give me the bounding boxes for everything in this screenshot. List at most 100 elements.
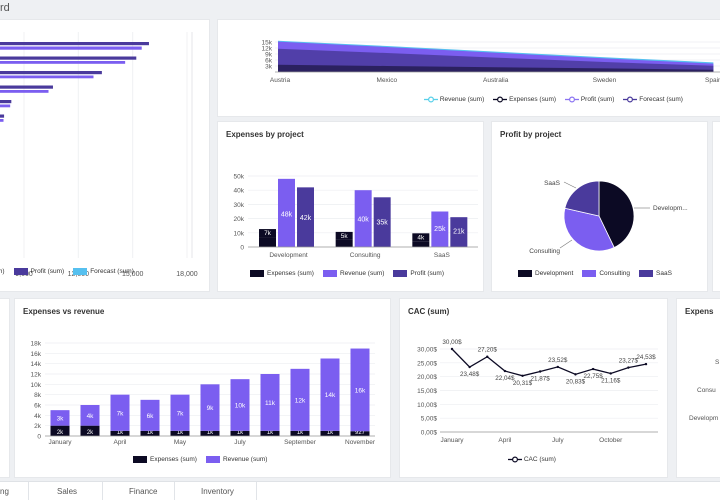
cac-line bbox=[451, 348, 647, 377]
legend-swatch-forecast bbox=[73, 268, 88, 275]
area-expenses bbox=[278, 64, 714, 72]
legend-line-cac bbox=[508, 456, 522, 463]
x-tick-label: January bbox=[48, 439, 72, 446]
y-tick-label: 9k bbox=[265, 52, 273, 59]
y-tick-label: 18k bbox=[31, 341, 42, 348]
data-label: 2k bbox=[87, 430, 94, 436]
bar-expenses bbox=[350, 431, 370, 436]
x-tick-label: Australia bbox=[483, 77, 509, 84]
x-tick-label: July bbox=[552, 437, 564, 444]
card-expenses-vs-revenue: Expenses vs revenue 18k 16k 14k 12k 10k 8k 6k 4… bbox=[14, 298, 391, 478]
data-label: 23,27$ bbox=[619, 358, 639, 365]
legend-item-profit[interactable]: Profit (sum) bbox=[13, 268, 64, 275]
tab-finance[interactable]: Finance bbox=[129, 487, 158, 496]
bar-consulting-1 bbox=[354, 190, 372, 247]
data-label: 22,75$ bbox=[583, 373, 603, 380]
project-bar-chart: 50k 40k 30k 20k 10k 0 7k 48k 42k Development 5k 40k… bbox=[234, 174, 478, 259]
legend-item-expenses[interactable]: Expenses (sum) bbox=[250, 270, 314, 277]
legend-swatch-saas bbox=[639, 270, 654, 277]
bar-secondary bbox=[0, 119, 4, 122]
y-tick-label: 12k bbox=[31, 372, 42, 379]
x-tick-label: October bbox=[599, 437, 623, 444]
data-label: 6k bbox=[147, 413, 155, 420]
bar-expenses bbox=[80, 425, 100, 436]
legend-item-revenue[interactable]: Revenue (sum) bbox=[205, 456, 267, 463]
cac-point bbox=[468, 365, 471, 369]
partial-label-consulting: Consu bbox=[697, 387, 716, 394]
x-tick-label: Mexico bbox=[377, 77, 398, 84]
data-label: 1k bbox=[327, 430, 334, 436]
legend-item-consulting[interactable]: Consulting bbox=[582, 270, 630, 277]
data-label: 1k bbox=[117, 430, 124, 436]
legend-item-saas[interactable]: SaaS bbox=[639, 270, 672, 277]
project-legend: Expenses (sum) Revenue (sum) Profit (sum… bbox=[250, 270, 453, 277]
tab-divider bbox=[28, 482, 29, 500]
card-expenses-by-project: Expenses by project 50k 40k 30k 20k 10k 0 7k 48… bbox=[217, 121, 484, 292]
data-label: 1k bbox=[237, 430, 244, 436]
bar-development-2 bbox=[297, 187, 314, 247]
legend-item-revenue[interactable]: Revenue (sum) bbox=[322, 270, 384, 277]
partial-label-development: Developm bbox=[689, 415, 719, 422]
legend-swatch-revenue bbox=[322, 270, 337, 277]
data-label: 7k bbox=[117, 410, 125, 417]
data-label: 40k bbox=[358, 216, 370, 223]
page-title: rd bbox=[0, 2, 10, 14]
bar-profit bbox=[0, 42, 149, 46]
y-tick-label: 15,00$ bbox=[417, 388, 437, 395]
data-label: 12k bbox=[295, 397, 306, 404]
bar-expenses bbox=[320, 430, 340, 436]
data-label: 20,31$ bbox=[513, 380, 533, 387]
y-tick-label: 20k bbox=[234, 216, 245, 223]
pie-legend: Development Consulting SaaS bbox=[518, 270, 681, 277]
legend-swatch-expenses bbox=[133, 456, 147, 463]
data-label: 42k bbox=[300, 215, 312, 222]
data-label: 1k bbox=[267, 430, 274, 436]
x-tick-label: 18,000 bbox=[176, 271, 198, 278]
cac-point bbox=[574, 373, 577, 376]
pie-label: Consulting bbox=[529, 248, 560, 255]
legend-item-profit[interactable]: Profit (sum) bbox=[393, 270, 444, 277]
legend-item-expenses[interactable]: Expenses (sum) bbox=[493, 96, 556, 103]
tab-inventory[interactable]: Inventory bbox=[201, 487, 234, 496]
data-label-bg bbox=[259, 229, 276, 238]
legend-line-profit bbox=[565, 96, 580, 103]
legend-item-forecast-line[interactable]: Forecast (sum) bbox=[623, 96, 683, 103]
y-tick-label: 25,00$ bbox=[417, 360, 437, 367]
legend-item-forecast[interactable]: Forecast (sum) bbox=[73, 268, 134, 275]
data-label: 7k bbox=[177, 410, 185, 417]
hbar-legend: m) Profit (sum) Forecast (sum) bbox=[0, 268, 143, 275]
card-partial-edge bbox=[712, 121, 720, 292]
bar-profit bbox=[0, 71, 102, 75]
legend-item-development[interactable]: Development bbox=[518, 270, 573, 277]
legend-item-profit-line[interactable]: Profit (sum) bbox=[565, 96, 614, 103]
tab-partial[interactable]: ng bbox=[0, 487, 9, 496]
x-tick-label: April bbox=[498, 437, 512, 444]
card-partial-left bbox=[0, 298, 10, 478]
data-label: 25k bbox=[434, 226, 446, 233]
data-label: 20,83$ bbox=[566, 378, 586, 385]
monthly-stacked-chart: 18k 16k 14k 12k 10k 8k 6k 4k 2k 0 2k 3k 2k 4k 1k 7k 1k 6k… bbox=[31, 341, 376, 447]
cac-point bbox=[644, 362, 648, 366]
cac-point bbox=[450, 347, 454, 351]
card-title: CAC (sum) bbox=[408, 307, 450, 316]
bar-expenses bbox=[110, 430, 130, 436]
y-tick-label: 10,00$ bbox=[417, 402, 437, 409]
data-label: 23,48$ bbox=[460, 371, 480, 378]
pie-label: Developm... bbox=[653, 205, 688, 212]
bar-saas-2 bbox=[450, 217, 468, 247]
legend-item-cac[interactable]: CAC (sum) bbox=[508, 456, 556, 463]
partial-label-saas: S bbox=[715, 359, 720, 366]
legend-item-revenue[interactable]: Revenue (sum) bbox=[424, 96, 484, 103]
bar-secondary bbox=[0, 90, 49, 93]
data-label: 35k bbox=[377, 220, 389, 227]
data-label: 10k bbox=[235, 403, 246, 410]
tab-sales[interactable]: Sales bbox=[57, 487, 78, 496]
x-tick-label: April bbox=[113, 439, 127, 446]
legend-swatch-profit bbox=[393, 270, 408, 277]
bar-saas-0 bbox=[412, 241, 430, 247]
data-label-bg bbox=[335, 231, 353, 240]
y-tick-label: 12k bbox=[262, 46, 273, 53]
legend-item-expenses[interactable]: Expenses (sum) bbox=[133, 456, 197, 463]
x-tick-label: Sweden bbox=[593, 77, 617, 84]
cac-legend: CAC (sum) bbox=[508, 456, 565, 463]
